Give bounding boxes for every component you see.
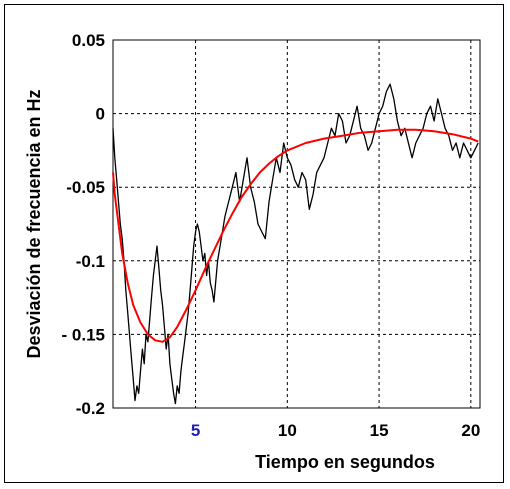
series-line-measured bbox=[112, 83, 479, 405]
y-tick-label-2: -0.05 bbox=[66, 178, 105, 197]
y-tick-label-5: -0.2 bbox=[76, 399, 105, 418]
y-tick-label-3: -0.1 bbox=[76, 252, 105, 271]
y-tick-label-1: 0 bbox=[96, 105, 105, 124]
series-layer bbox=[112, 83, 479, 405]
x-tick-label-3: 20 bbox=[461, 421, 480, 440]
plot-area bbox=[112, 39, 481, 409]
x-tick-label-0: 5 bbox=[191, 421, 200, 440]
chart-frame bbox=[4, 4, 504, 483]
series-line-fitted bbox=[112, 128, 479, 343]
x-tick-label-2: 15 bbox=[370, 421, 389, 440]
x-axis-label: Tiempo en segundos bbox=[255, 452, 435, 472]
grid-lines bbox=[113, 39, 480, 409]
y-tick-labels: 0.05 0 -0.05 -0.1 - 0.15 -0.2 bbox=[62, 31, 105, 418]
y-axis-label: Desviación de frecuencia en Hz bbox=[24, 89, 44, 358]
y-tick-label-4: - 0.15 bbox=[62, 325, 105, 344]
y-tick-label-0: 0.05 bbox=[72, 31, 105, 50]
x-tick-label-1: 10 bbox=[278, 421, 297, 440]
x-tick-labels: 5 10 15 20 bbox=[191, 421, 480, 440]
